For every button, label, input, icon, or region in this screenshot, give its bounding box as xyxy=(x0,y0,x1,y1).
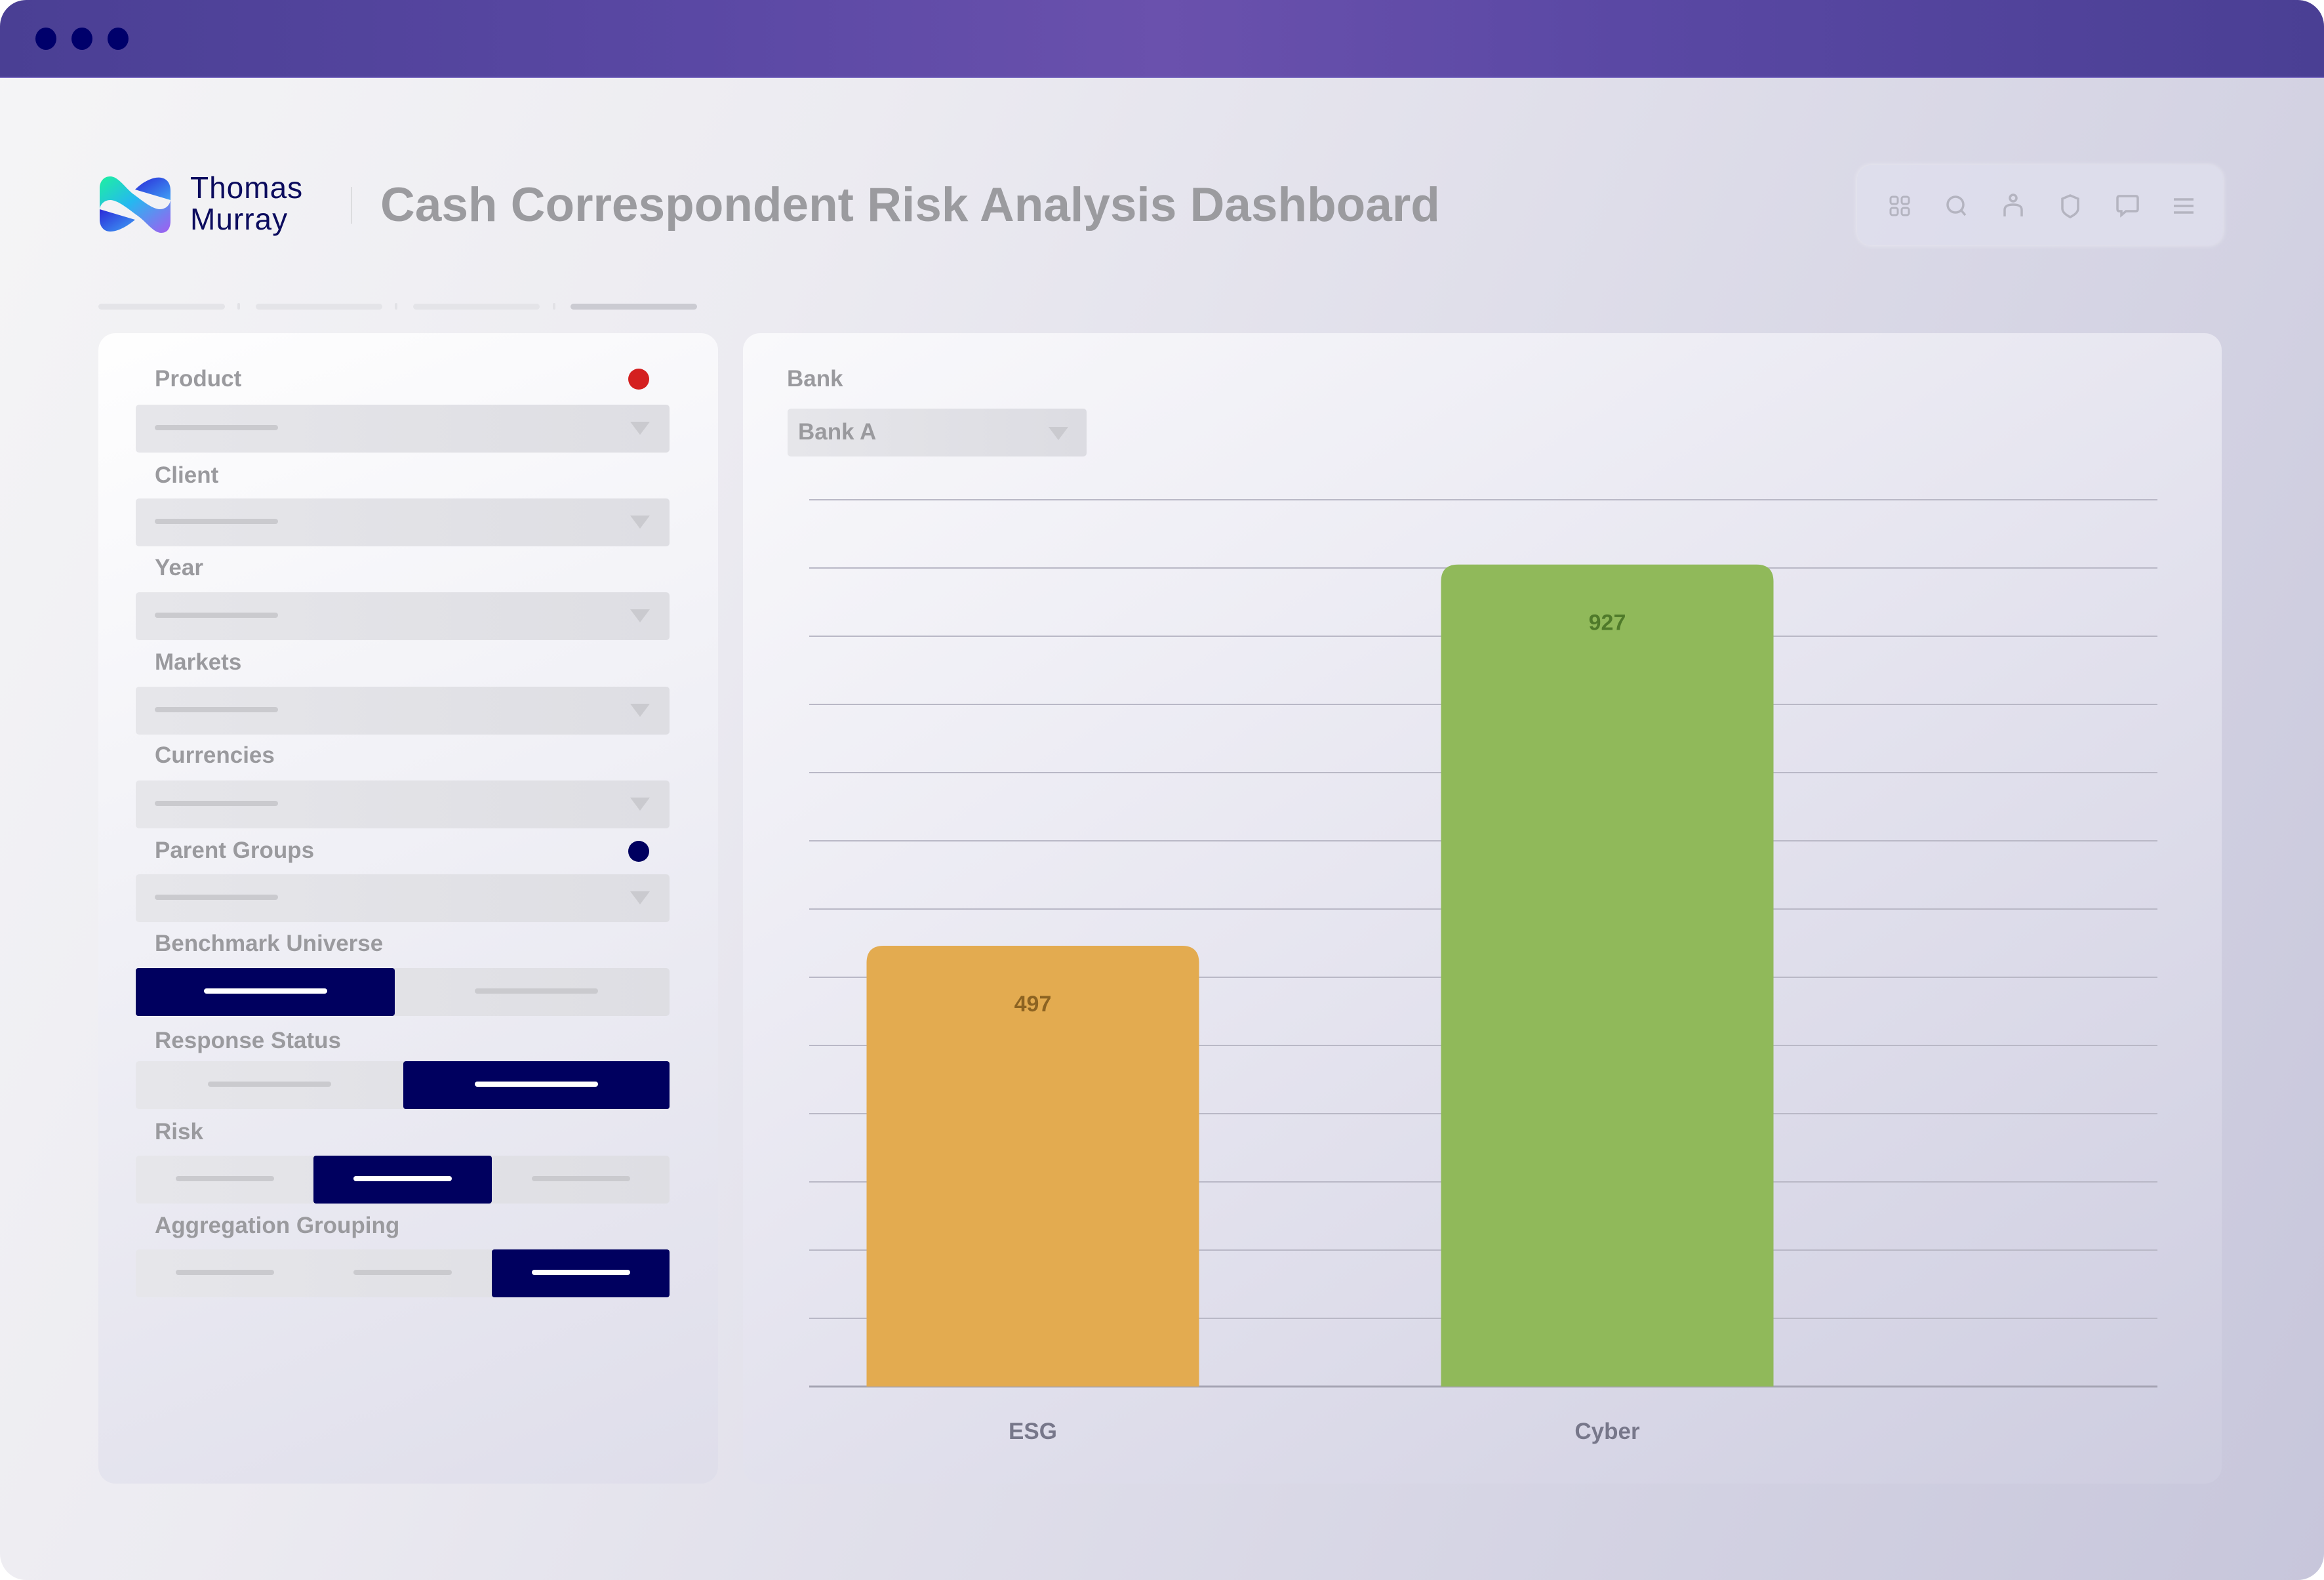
dropdown-placeholder xyxy=(155,613,278,618)
filter-label-parent-groups: Parent Groups xyxy=(155,838,315,863)
chat-icon[interactable] xyxy=(2114,193,2140,219)
bar-esg[interactable] xyxy=(866,946,1199,1387)
bank-dropdown[interactable]: Bank A xyxy=(788,409,1087,456)
segment-placeholder xyxy=(207,1082,331,1087)
segment-option[interactable] xyxy=(136,1061,403,1109)
breadcrumb-separator xyxy=(237,303,240,310)
header-toolbar xyxy=(1857,165,2223,245)
shield-icon[interactable] xyxy=(2057,193,2083,219)
bar-value-label: 927 xyxy=(1589,611,1626,636)
segment-placeholder xyxy=(353,1176,452,1181)
brand-line-2: Murray xyxy=(190,202,289,236)
chevron-down-icon xyxy=(1049,427,1068,440)
year-dropdown[interactable] xyxy=(136,592,670,640)
title-bar xyxy=(0,0,2324,78)
filter-panel: Product Client Year Markets Currencies P… xyxy=(98,333,718,1484)
brand-name: Thomas Murray xyxy=(190,172,303,235)
segment-placeholder xyxy=(474,988,598,994)
risk-toggle xyxy=(136,1156,670,1204)
chevron-down-icon xyxy=(630,798,650,811)
segment-placeholder xyxy=(531,1176,630,1181)
markets-dropdown[interactable] xyxy=(136,687,670,735)
search-icon[interactable] xyxy=(1944,193,1970,219)
header-divider xyxy=(351,187,352,224)
filter-label-risk: Risk xyxy=(155,1119,203,1144)
dropdown-placeholder xyxy=(155,801,278,806)
filter-label-year: Year xyxy=(155,555,203,580)
chevron-down-icon xyxy=(630,891,650,904)
filter-label-client: Client xyxy=(155,462,219,488)
chart-panel: Bank Bank A 497 ESG 927 Cyber xyxy=(743,333,2222,1484)
filter-label-product: Product xyxy=(155,366,242,392)
segment-option-selected[interactable] xyxy=(136,968,395,1016)
benchmark-universe-toggle xyxy=(136,968,670,1016)
segment-placeholder xyxy=(175,1270,274,1275)
dropdown-placeholder xyxy=(155,425,278,430)
parent-groups-status-indicator xyxy=(628,841,649,862)
x-tick-label: Cyber xyxy=(1574,1419,1640,1444)
window-control-dot[interactable] xyxy=(108,28,129,50)
segment-placeholder xyxy=(531,1270,630,1275)
chevron-down-icon xyxy=(630,704,650,717)
aggregation-grouping-toggle xyxy=(136,1249,670,1297)
breadcrumb-item[interactable] xyxy=(413,304,540,310)
bar-value-label: 497 xyxy=(1014,992,1052,1017)
thomas-murray-logo-icon xyxy=(98,174,172,235)
parent-groups-dropdown[interactable] xyxy=(136,874,670,922)
menu-icon[interactable] xyxy=(2171,193,2197,219)
segment-option-selected[interactable] xyxy=(403,1061,670,1109)
breadcrumb-separator xyxy=(553,303,555,310)
segment-option-selected[interactable] xyxy=(492,1249,670,1297)
segment-option[interactable] xyxy=(136,1249,313,1297)
breadcrumb-separator xyxy=(395,303,397,310)
segment-placeholder xyxy=(353,1270,452,1275)
bar-cyber[interactable] xyxy=(1441,564,1774,1387)
x-tick-label: ESG xyxy=(1009,1419,1057,1444)
user-icon[interactable] xyxy=(2000,193,2026,219)
segment-placeholder xyxy=(475,1082,598,1087)
breadcrumb-item[interactable] xyxy=(256,304,382,310)
product-status-indicator xyxy=(628,369,649,390)
filter-label-response-status: Response Status xyxy=(155,1028,341,1053)
segment-placeholder xyxy=(203,988,327,994)
bank-filter-label: Bank xyxy=(787,366,843,392)
filter-label-benchmark-universe: Benchmark Universe xyxy=(155,931,384,956)
chevron-down-icon xyxy=(630,609,650,622)
filter-label-currencies: Currencies xyxy=(155,742,275,768)
product-dropdown[interactable] xyxy=(136,405,670,453)
segment-option[interactable] xyxy=(313,1249,492,1297)
filter-label-aggregation-grouping: Aggregation Grouping xyxy=(155,1213,400,1238)
bank-dropdown-value: Bank A xyxy=(798,419,877,445)
filter-label-markets: Markets xyxy=(155,649,242,675)
breadcrumb-item[interactable] xyxy=(98,304,225,310)
segment-option[interactable] xyxy=(403,968,670,1016)
grid-icon[interactable] xyxy=(1887,193,1913,219)
currencies-dropdown[interactable] xyxy=(136,780,670,828)
breadcrumb-item-active[interactable] xyxy=(571,304,697,310)
window-control-dot[interactable] xyxy=(35,28,56,50)
dropdown-placeholder xyxy=(155,707,278,712)
page-title: Cash Correspondent Risk Analysis Dashboa… xyxy=(380,178,1440,232)
segment-option[interactable] xyxy=(492,1156,670,1204)
dropdown-placeholder xyxy=(155,519,278,524)
segment-placeholder xyxy=(175,1176,274,1181)
bar-chart: 497 ESG 927 Cyber xyxy=(809,499,2157,1444)
client-dropdown[interactable] xyxy=(136,498,670,546)
segment-option[interactable] xyxy=(136,1156,313,1204)
segment-option-selected[interactable] xyxy=(313,1156,492,1204)
chevron-down-icon xyxy=(630,422,650,435)
chevron-down-icon xyxy=(630,516,650,529)
window-control-dot[interactable] xyxy=(71,28,92,50)
dropdown-placeholder xyxy=(155,895,278,900)
brand-line-1: Thomas xyxy=(190,171,304,205)
response-status-toggle xyxy=(136,1061,670,1109)
